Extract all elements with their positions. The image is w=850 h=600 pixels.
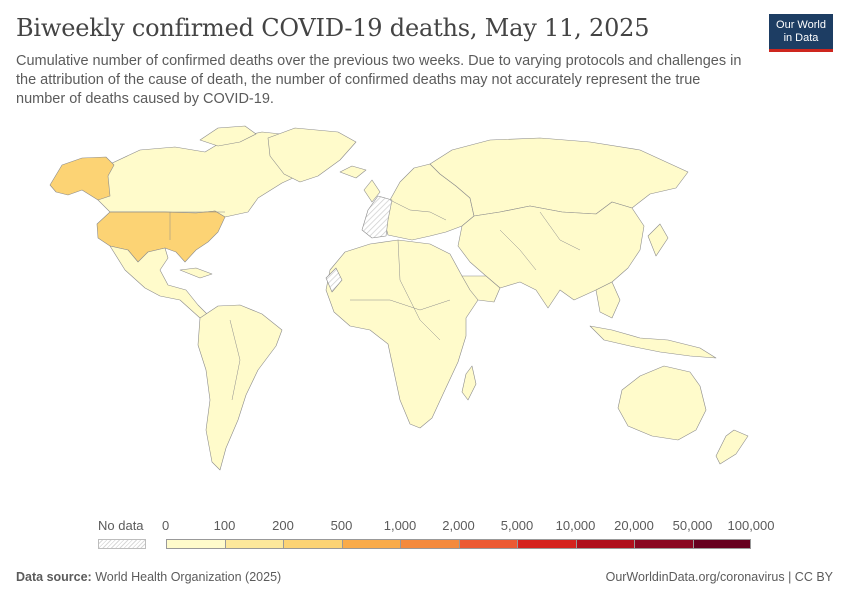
legend-tick: 50,000 xyxy=(672,518,713,533)
chart-title: Biweekly confirmed COVID-19 deaths, May … xyxy=(16,14,650,42)
africa-region[interactable] xyxy=(325,239,479,429)
madagascar-region[interactable] xyxy=(461,365,477,401)
logo-line-2: in Data xyxy=(783,31,819,44)
japan-region[interactable] xyxy=(647,223,669,257)
legend-tick: 200 xyxy=(272,518,294,533)
chart-subtitle: Cumulative number of confirmed deaths ov… xyxy=(16,53,742,107)
legend-tick: 100,000 xyxy=(727,518,775,533)
iceland-region[interactable] xyxy=(339,165,367,179)
legend-bin-5000-10000[interactable] xyxy=(517,539,576,549)
no-data-western-sahara[interactable] xyxy=(325,267,343,293)
footer-credit[interactable]: OurWorldinData.org/coronavirus | CC BY xyxy=(605,570,833,584)
uk-region[interactable] xyxy=(363,179,381,203)
map-legend: No data 0 100 200 500 1,000 2,000 5,000 10,000 2… xyxy=(0,512,850,552)
legend-no-data-swatch xyxy=(98,539,146,549)
world-map[interactable] xyxy=(0,120,850,510)
southeast-asia-region[interactable] xyxy=(595,281,621,319)
legend-no-data-label: No data xyxy=(98,518,144,533)
legend-tick: 1,000 xyxy=(383,518,417,533)
legend-tick: 20,000 xyxy=(614,518,654,533)
legend-bin-50000-100000[interactable] xyxy=(692,539,751,549)
united-states-region[interactable] xyxy=(96,210,226,263)
legend-bin-0-100[interactable] xyxy=(166,539,225,549)
indonesia-region[interactable] xyxy=(589,325,717,359)
legend-bin-500-1000[interactable] xyxy=(341,539,400,549)
legend-tick: 100 xyxy=(213,518,236,533)
australia-region[interactable] xyxy=(617,365,707,441)
legend-bin-100-200[interactable] xyxy=(224,539,283,549)
legend-bin-10000-20000[interactable] xyxy=(575,539,634,549)
legend-bin-1000-2000[interactable] xyxy=(400,539,459,549)
legend-tick: 2,000 xyxy=(442,518,475,533)
no-data-western-europe[interactable] xyxy=(361,195,393,239)
mexico-region[interactable] xyxy=(109,245,209,319)
south-america-region[interactable] xyxy=(197,304,283,471)
legend-bin-200-500[interactable] xyxy=(283,539,342,549)
greenland-region[interactable] xyxy=(267,127,357,183)
legend-tick: 500 xyxy=(330,518,353,533)
footer-source: Data source: World Health Organization (… xyxy=(16,570,281,584)
legend-bin-20000-50000[interactable] xyxy=(634,539,693,549)
caribbean-region[interactable] xyxy=(179,267,213,279)
legend-bin-2000-5000[interactable] xyxy=(458,539,517,549)
owid-logo[interactable]: Our World in Data xyxy=(769,14,833,52)
alaska-region[interactable] xyxy=(49,156,115,201)
logo-line-1: Our World xyxy=(776,18,826,31)
new-zealand-region[interactable] xyxy=(715,429,749,465)
arabia-region[interactable] xyxy=(461,275,501,303)
source-text[interactable]: World Health Organization (2025) xyxy=(95,570,282,584)
arctic-islands-region[interactable] xyxy=(199,125,257,147)
legend-tick: 0 xyxy=(162,518,170,533)
source-label: Data source: xyxy=(16,570,92,584)
legend-tick: 5,000 xyxy=(500,518,534,533)
legend-tick: 10,000 xyxy=(555,518,596,533)
